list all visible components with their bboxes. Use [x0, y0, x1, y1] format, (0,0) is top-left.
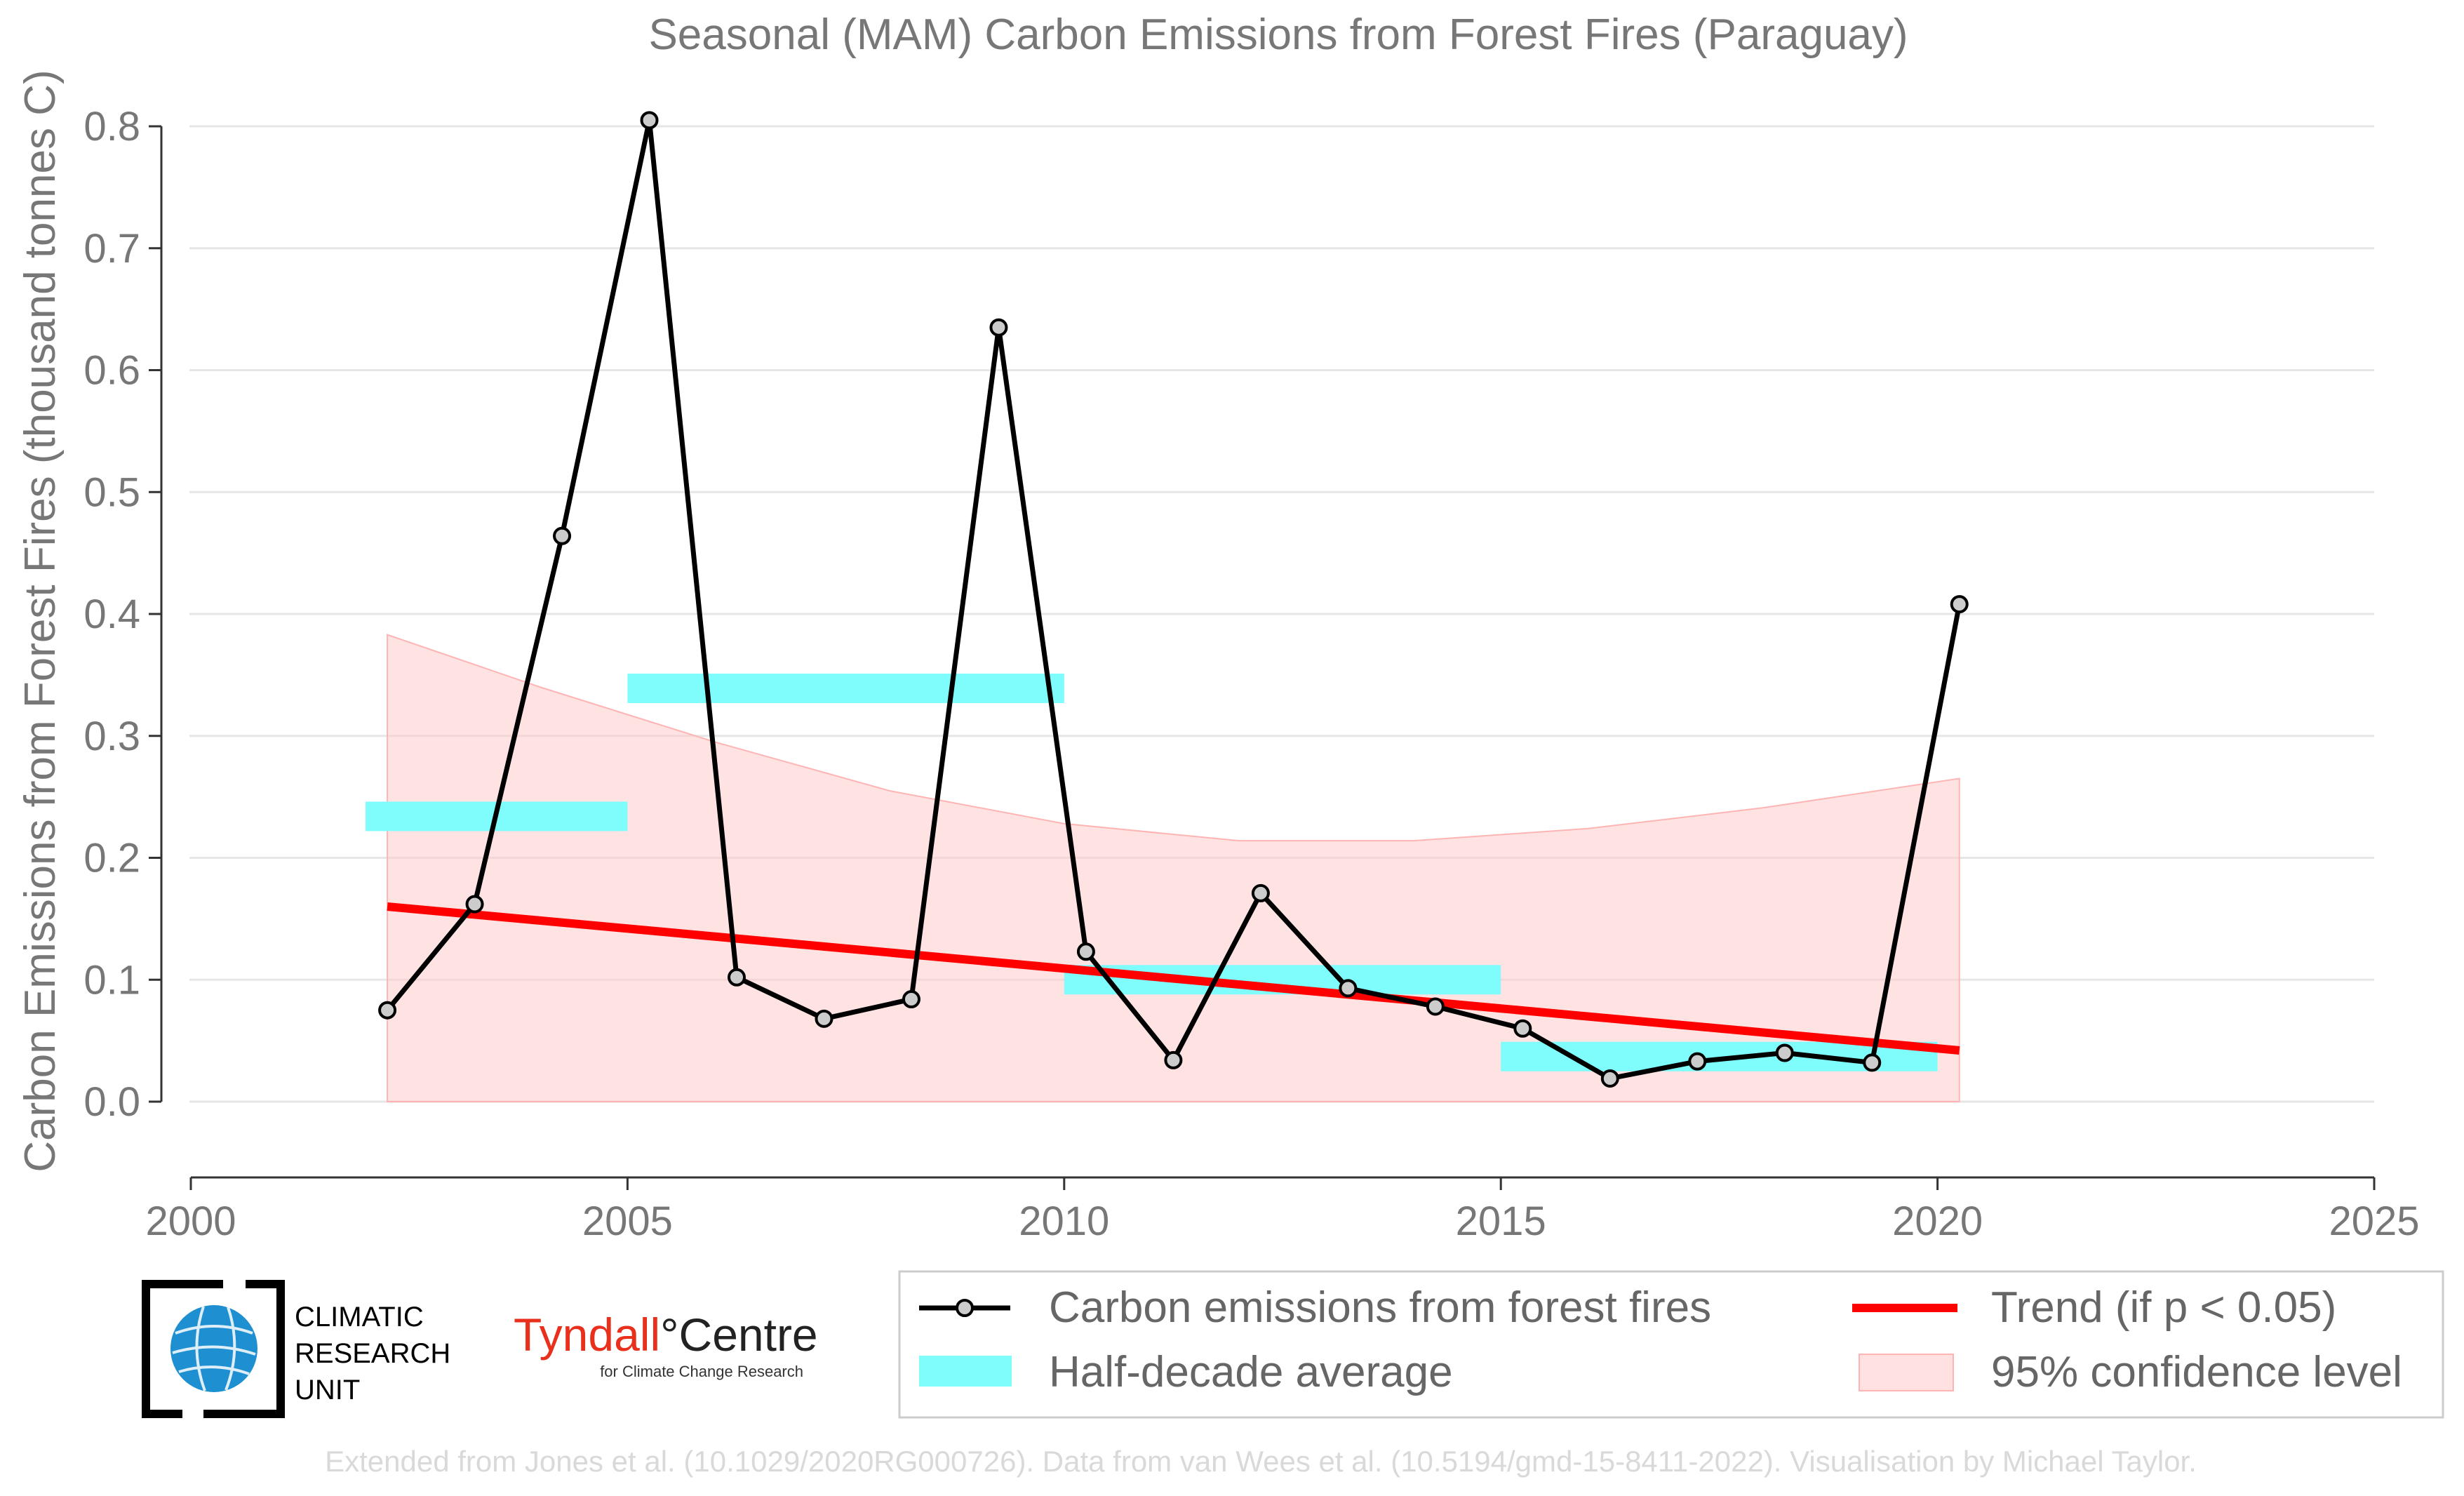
- emissions-point: [1950, 595, 1969, 614]
- emissions-point: [989, 318, 1008, 337]
- trend-layer: [387, 902, 1960, 1055]
- emissions-point: [1863, 1053, 1882, 1072]
- emissions-point: [1775, 1043, 1794, 1062]
- x-tick-label: 2020: [1892, 1198, 1983, 1244]
- y-tick-label: 0.6: [83, 348, 140, 394]
- tyndall-logo: Tyndall°Centre for Climate Change Resear…: [514, 1309, 818, 1380]
- emissions-point: [815, 1009, 833, 1028]
- legend-label-half-decade: Half-decade average: [1049, 1348, 1453, 1396]
- legend-label-emissions: Carbon emissions from forest fires: [1049, 1283, 1711, 1332]
- tyndall-logo-title: Tyndall°Centre: [514, 1309, 818, 1361]
- emissions-point: [465, 895, 484, 914]
- cru-logo-line3: UNIT: [295, 1375, 360, 1405]
- globe-lines: [172, 1306, 256, 1391]
- x-tick-label: 2005: [582, 1198, 673, 1244]
- x-tick-label: 2000: [145, 1198, 236, 1244]
- emissions-point: [1076, 942, 1095, 961]
- y-axis-label: Carbon Emissions from Forest Fires (thou…: [16, 69, 65, 1172]
- legend-label-trend: Trend (if p < 0.05): [1991, 1283, 2336, 1332]
- y-tick-label: 0.3: [83, 714, 140, 759]
- emissions-point: [1513, 1019, 1532, 1038]
- confidence-band-layer: [387, 634, 1960, 1102]
- emissions-point: [1164, 1050, 1183, 1069]
- y-tick-label: 0.0: [83, 1079, 140, 1125]
- legend-label-confidence: 95% confidence level: [1991, 1348, 2402, 1396]
- cru-logo-line1: CLIMATIC: [295, 1302, 424, 1333]
- legend-swatch-emissions-marker: [956, 1299, 974, 1317]
- half-decade-bar: [627, 673, 1064, 703]
- emissions-point: [1600, 1069, 1619, 1088]
- legend: Carbon emissions from forest fires Half-…: [898, 1270, 2444, 1419]
- y-tick-label: 0.4: [83, 592, 140, 637]
- emissions-point: [1339, 979, 1358, 998]
- axes: 0.0 0.1 0.2 0.3 0.4 0.5 0.6 0.7 0.8 2000 2005 2010 2…: [83, 104, 2419, 1244]
- cru-logo: CLIMATIC RESEARCH UNIT: [142, 1280, 450, 1418]
- emissions-line-layer: [378, 111, 1969, 1088]
- credit-text: Extended from Jones et al. (10.1029/2020…: [325, 1445, 2197, 1478]
- tyndall-logo-degree: °: [660, 1309, 678, 1361]
- emissions-point: [1426, 997, 1445, 1016]
- cru-logo-bracket-left: [142, 1280, 223, 1418]
- confidence-band: [387, 634, 1960, 1102]
- emissions-point: [378, 1001, 397, 1020]
- y-tick-label: 0.2: [83, 836, 140, 881]
- emissions-point: [553, 526, 572, 545]
- emissions-point: [902, 990, 920, 1009]
- emissions-point: [1251, 883, 1270, 902]
- legend-box: [898, 1270, 2444, 1419]
- chart-title: Seasonal (MAM) Carbon Emissions from For…: [648, 11, 1908, 59]
- legend-swatch-half-decade: [919, 1356, 1012, 1387]
- emissions-point: [1688, 1052, 1707, 1071]
- tyndall-logo-name: Tyndall: [514, 1309, 660, 1361]
- y-tick-label: 0.7: [83, 226, 140, 272]
- x-tick-label: 2025: [2329, 1198, 2419, 1244]
- tyndall-logo-centre: Centre: [679, 1309, 818, 1361]
- emissions-point: [640, 111, 659, 130]
- cru-logo-line2: RESEARCH: [295, 1338, 450, 1369]
- x-tick-label: 2010: [1019, 1198, 1109, 1244]
- x-tick-label: 2015: [1456, 1198, 1546, 1244]
- y-tick-label: 0.8: [83, 104, 140, 149]
- legend-swatch-confidence: [1859, 1354, 1954, 1391]
- trend-line: [387, 902, 1960, 1055]
- cru-logo-bracket-right: [203, 1280, 285, 1418]
- tyndall-logo-subtitle: for Climate Change Research: [600, 1363, 803, 1380]
- y-tick-label: 0.1: [83, 957, 140, 1003]
- y-tick-label: 0.5: [83, 469, 140, 515]
- emissions-point: [728, 968, 746, 987]
